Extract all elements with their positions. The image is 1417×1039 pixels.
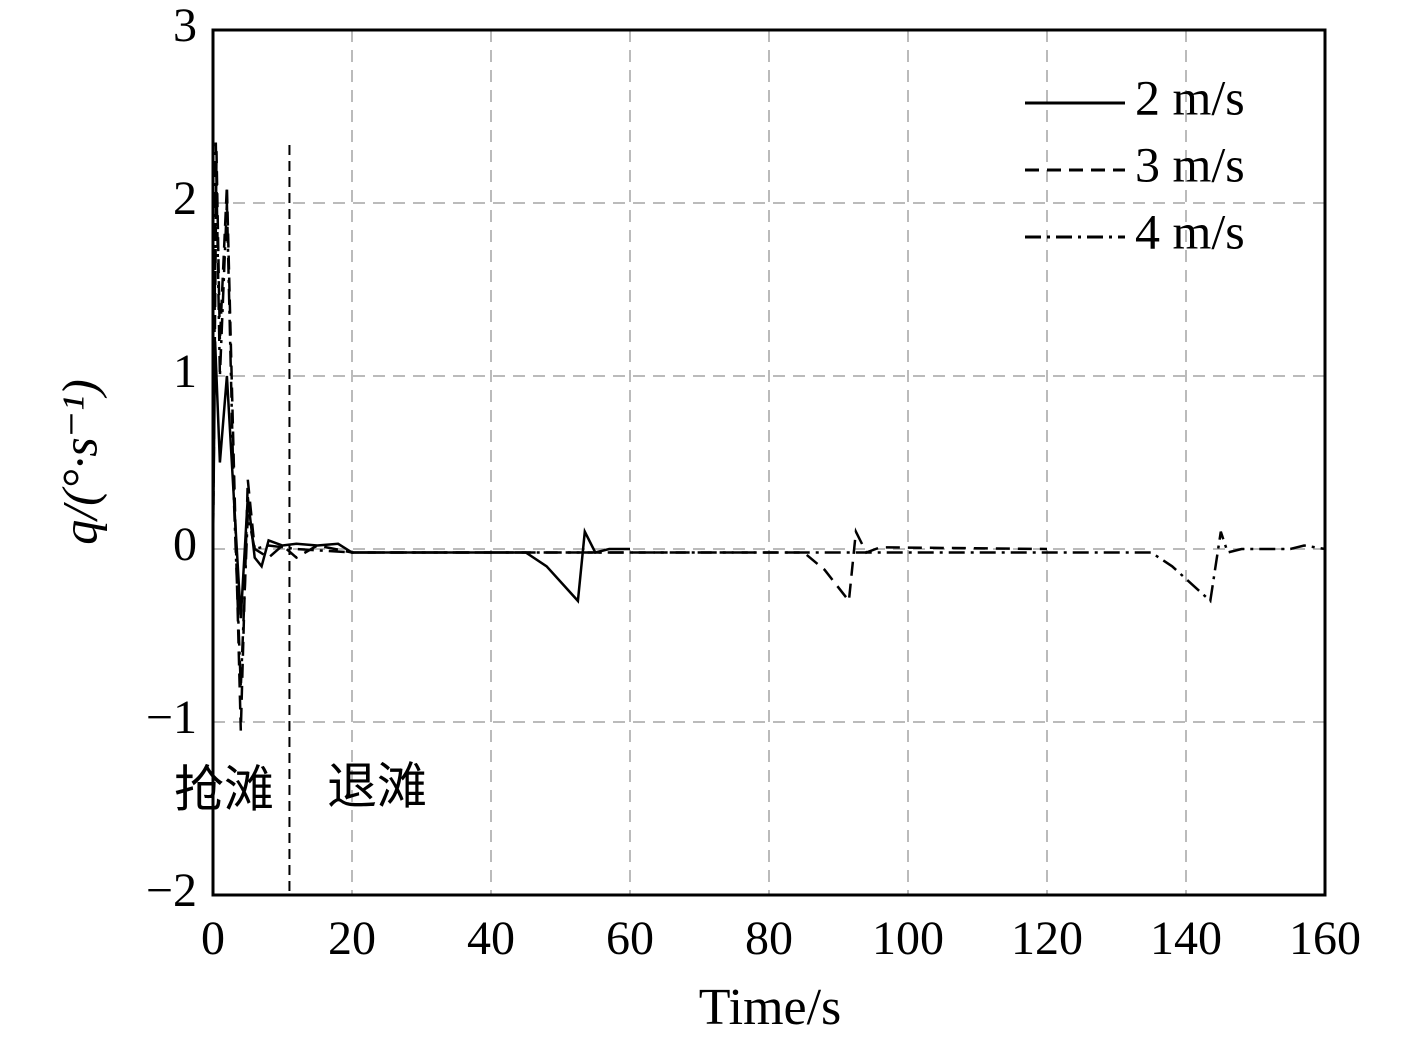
legend-label: 3 m/s [1135,136,1245,192]
plot-frame [211,28,1327,897]
x-tick-label: 40 [467,912,515,965]
x-tick-label: 140 [1150,912,1222,965]
x-tick-label: 0 [201,912,225,965]
x-axis-label: Time/s [699,979,842,1036]
y-tick-label: −1 [146,691,197,744]
legend-label: 2 m/s [1135,69,1245,125]
y-tick-label: 3 [173,0,197,52]
x-tick-label: 20 [328,912,376,965]
data-line [211,341,630,619]
data-line [211,151,1048,731]
y-axis-label: q/(°·s⁻¹) [51,379,107,545]
y-tick-label: 1 [173,345,197,398]
x-tick-label: 80 [745,912,793,965]
y-tick-label: 0 [173,518,197,571]
x-tick-label: 60 [606,912,654,965]
legend-label: 4 m/s [1135,203,1245,259]
annotation: 退滩 [327,758,427,814]
x-tick-label: 100 [872,912,944,965]
y-tick-label: 2 [173,172,197,225]
y-tick-label: −2 [146,864,197,917]
x-tick-label: 160 [1289,912,1361,965]
annotation: 抢滩 [174,761,274,817]
x-tick-label: 120 [1011,912,1083,965]
data-line [211,142,1326,688]
